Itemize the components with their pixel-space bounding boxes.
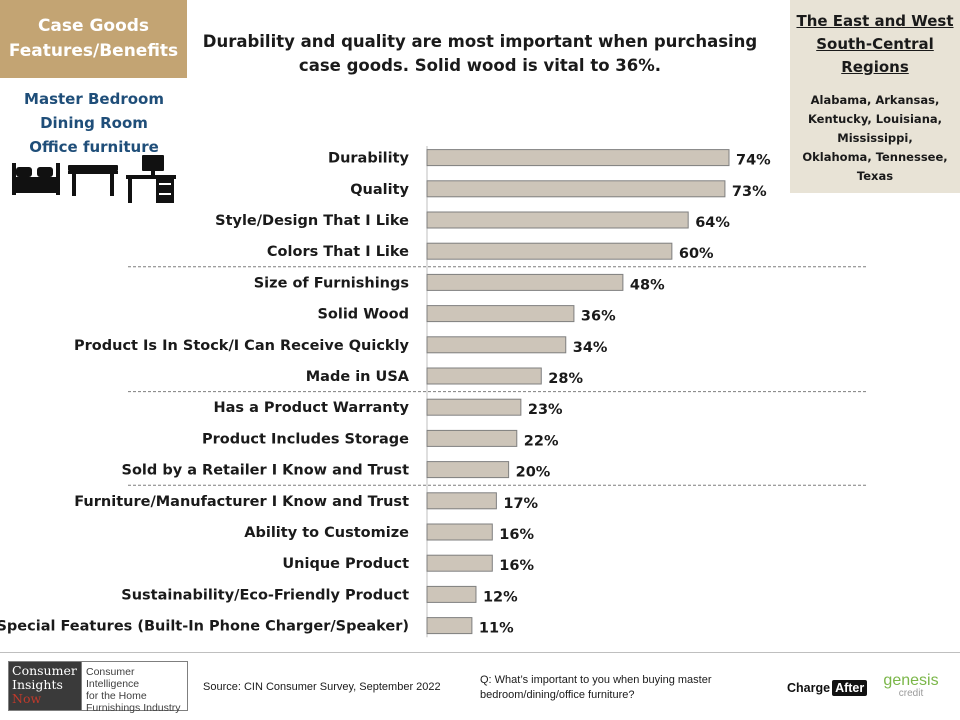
section-title-line2: Features/Benefits [8, 41, 179, 61]
chargeafter-logo: Charge After [787, 680, 868, 696]
region-title: The East and West South-Central Regions [790, 10, 960, 79]
genesis-logo-part2: credit [898, 688, 924, 699]
chart-bar [426, 242, 673, 260]
value-label: 23% [528, 402, 563, 418]
category-label: Product Is In Stock/I Can Receive Quickl… [74, 338, 410, 354]
chart-headline: Durability and quality are most importan… [200, 30, 760, 78]
footer-divider [0, 652, 960, 653]
value-label: 16% [499, 527, 534, 543]
region-states: Alabama, Arkansas, Kentucky, Louisiana, … [790, 91, 960, 186]
chart-bar [426, 617, 473, 635]
survey-question-line: Q: What’s important to you when buying m… [480, 674, 712, 686]
dining-table-icon [68, 165, 118, 196]
genesis-credit-logo: genesis credit [876, 672, 946, 700]
region-states-line: Oklahoma, Tennessee, [802, 150, 948, 164]
survey-question-line: bedroom/dining/office furniture? [480, 689, 635, 701]
room-list: Master Bedroom Dining Room Office furnit… [0, 87, 188, 159]
category-label: Unique Product [282, 556, 409, 572]
chart-bar [426, 492, 497, 510]
chart-bar [426, 398, 522, 416]
category-label: Furniture/Manufacturer I Know and Trust [74, 494, 409, 510]
value-label: 73% [732, 184, 767, 200]
chart-bar [426, 523, 493, 541]
value-label: 74% [736, 153, 771, 169]
category-label: Colors That I Like [267, 244, 409, 260]
chart-bar [426, 273, 624, 291]
value-label: 36% [581, 309, 616, 325]
chart-bar [426, 367, 542, 385]
chart-bar [426, 554, 493, 572]
cin-logo: Consumer Insights Now Consumer Intellige… [8, 661, 188, 714]
furniture-icons [12, 155, 176, 203]
value-label: 12% [483, 589, 518, 605]
survey-question: Q: What’s important to you when buying m… [480, 673, 770, 703]
cin-logo-tagline: Consumer Intelligence for the Home Furni… [81, 662, 187, 714]
section-title: Case Goods Features/Benefits [0, 0, 187, 78]
cin-logo-word: Consumer [12, 663, 77, 678]
region-title-line: South-Central [816, 35, 934, 53]
category-label: Durability [328, 151, 410, 167]
value-label: 64% [695, 215, 730, 231]
region-states-line: Mississippi, [837, 131, 913, 145]
source-note: Source: CIN Consumer Survey, September 2… [203, 681, 441, 693]
chart-plot-area: Durability 74% Quality 73% Style/Design That… [0, 146, 866, 638]
cin-tagline-line: Consumer Intelligence [86, 666, 140, 690]
region-title-line: The East and West [796, 12, 954, 30]
chart-bar [426, 180, 726, 198]
category-label: Made in USA [306, 369, 410, 385]
headline-line1: Durability and quality are most importan… [202, 32, 758, 51]
value-label: 11% [479, 621, 514, 637]
bar-chart: Durability 74% Quality 73% Style/Design That… [0, 146, 866, 638]
value-label: 22% [524, 433, 559, 449]
category-label: Sustainability/Eco-Friendly Product [121, 587, 409, 603]
category-label: Size of Furnishings [254, 275, 409, 291]
value-label: 34% [573, 340, 608, 356]
chargeafter-logo-part1: Charge [787, 681, 831, 695]
category-label: Ability to Customize [244, 525, 409, 541]
value-label: 17% [503, 496, 538, 512]
region-states-line: Kentucky, Louisiana, [807, 112, 943, 126]
headline-line2: case goods. Solid wood is vital to 36%. [298, 56, 662, 75]
value-label: 48% [630, 277, 665, 293]
genesis-logo-part1: genesis [883, 672, 939, 689]
cin-tagline-line: for the Home [86, 690, 147, 702]
chart-bar [426, 149, 730, 167]
region-box: The East and West South-Central Regions … [790, 0, 960, 193]
office-desk-icon [126, 155, 176, 203]
cin-tagline-line: Furnishings Industry [86, 702, 181, 714]
room-dining-room: Dining Room [40, 114, 148, 132]
category-label: Quality [350, 182, 409, 198]
bed-icon [12, 163, 60, 195]
category-label: Special Features (Built-In Phone Charger… [0, 619, 409, 635]
room-master-bedroom: Master Bedroom [24, 90, 164, 108]
value-label: 28% [548, 371, 583, 387]
chargeafter-logo-part2: After [832, 680, 868, 696]
chart-bar [426, 585, 477, 603]
chart-bar [426, 461, 510, 479]
cin-logo-word: Now [12, 691, 42, 706]
category-label: Solid Wood [317, 307, 409, 323]
category-label: Style/Design That I Like [215, 213, 409, 229]
category-label: Has a Product Warranty [213, 400, 409, 416]
chart-bar [426, 429, 518, 447]
category-label: Product Includes Storage [202, 431, 409, 447]
region-states-line: Texas [856, 169, 894, 183]
cin-logo-wordmark: Consumer Insights Now [9, 662, 81, 710]
value-label: 16% [499, 558, 534, 574]
region-states-line: Alabama, Arkansas, [810, 93, 940, 107]
region-title-line: Regions [841, 58, 909, 76]
category-label: Sold by a Retailer I Know and Trust [122, 463, 410, 479]
value-label: 20% [516, 465, 551, 481]
section-title-line1: Case Goods [37, 16, 150, 36]
room-office-furniture: Office furniture [29, 138, 159, 156]
chart-bar [426, 305, 575, 323]
value-label: 60% [679, 246, 714, 262]
chart-bar [426, 211, 689, 229]
chart-bar [426, 336, 567, 354]
cin-logo-word: Insights [12, 677, 63, 692]
